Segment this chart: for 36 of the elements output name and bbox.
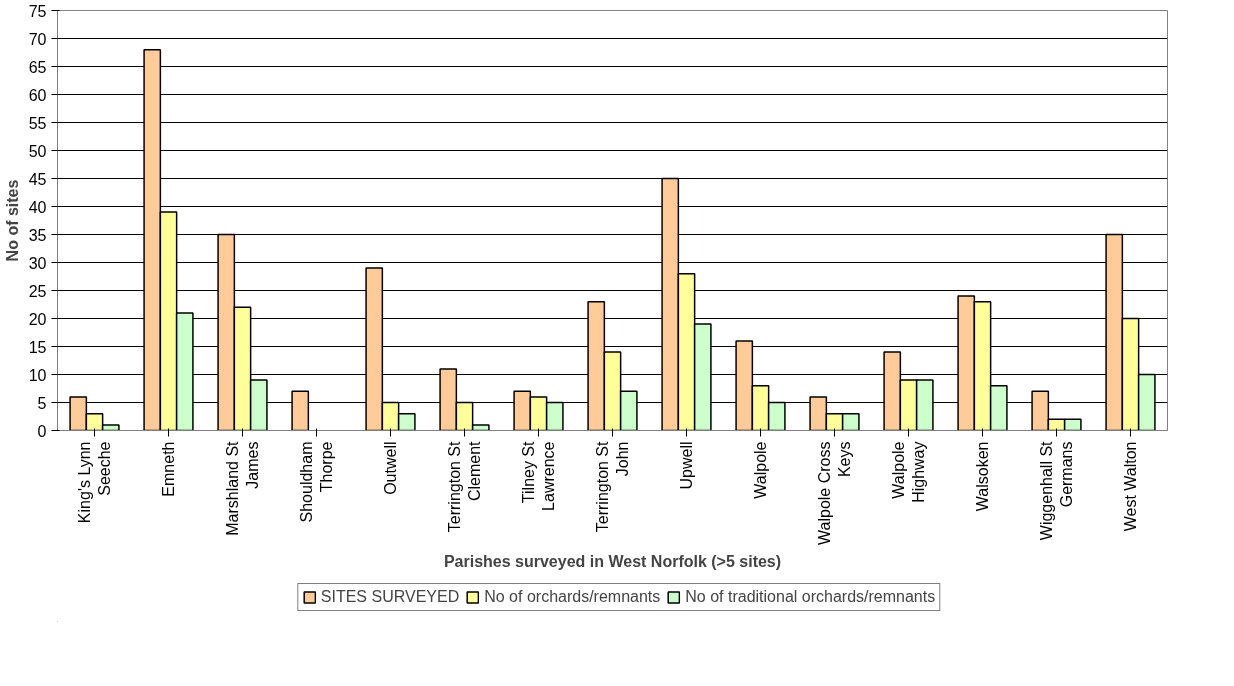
y-tick-label: 0: [37, 422, 47, 440]
y-tick-label: 75: [28, 2, 47, 20]
x-tick-label: Walpole Cross Keys: [815, 441, 854, 545]
x-tick-label: Tilney St Lawrence: [519, 440, 558, 511]
y-axis-title: No of sites: [3, 179, 21, 262]
y-tick-label: 30: [28, 254, 47, 272]
legend-label: No of orchards/remnants: [484, 588, 661, 606]
x-tick-label: Shouldham Thorpe: [297, 441, 336, 523]
y-tick-label: 60: [28, 86, 47, 104]
legend-label: No of traditional orchards/remnants: [685, 588, 936, 606]
y-tick-label: 65: [28, 58, 47, 76]
y-tick-label: 20: [28, 310, 47, 328]
y-tick-label: 15: [28, 338, 47, 356]
x-tick-label: Outwell: [382, 441, 399, 495]
x-tick-label: Marshland St James: [223, 440, 262, 536]
x-tick-label: King's Lynn Seeche: [75, 441, 114, 524]
y-tick-label: 50: [28, 142, 47, 160]
x-tick-label: Walpole Highway: [889, 441, 928, 503]
y-tick-label: 10: [28, 366, 47, 384]
x-tick-label: Terrington St John: [593, 440, 632, 533]
x-axis-title: Parishes surveyed in West Norfolk (>5 sites): [443, 552, 782, 570]
y-tick-label: 45: [28, 170, 47, 188]
y-tick-label: 5: [37, 394, 47, 412]
y-tick-label: 55: [28, 114, 47, 132]
x-tick-label: Walpole: [752, 441, 769, 499]
x-tick-label: Walsoken: [974, 441, 991, 512]
x-tick-label: Emneth: [160, 441, 177, 497]
y-tick-label: 40: [28, 198, 47, 216]
x-tick-label: Upwell: [678, 441, 695, 490]
legend-label: SITES SURVEYED: [320, 588, 460, 606]
x-tick-label: Wiggenhall St Germans: [1037, 440, 1076, 541]
y-tick-label: 70: [28, 30, 47, 48]
y-tick-label: 35: [28, 226, 47, 244]
x-tick-label: Terrington St Clement: [445, 440, 484, 533]
x-tick-label: West Walton: [1122, 441, 1139, 532]
y-tick-label: 25: [28, 282, 47, 300]
